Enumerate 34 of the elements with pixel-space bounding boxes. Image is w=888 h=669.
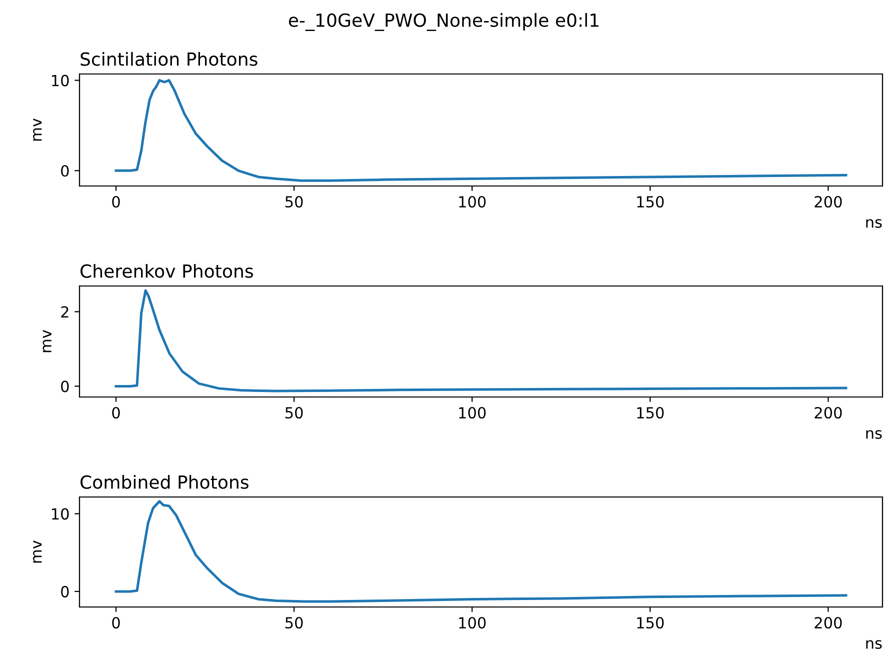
x-tick-label: 50 — [286, 406, 303, 419]
line-series — [114, 79, 848, 182]
x-tick-label: 0 — [112, 196, 120, 208]
x-tick-label: 100 — [459, 406, 486, 419]
y-tick-label: 0 — [61, 380, 69, 392]
chart-title: Scintilation Photons — [80, 52, 258, 66]
x-tick-label: 0 — [112, 406, 120, 419]
x-tick-label: 0 — [112, 616, 120, 629]
y-axis-title: mv — [33, 118, 42, 141]
x-tick-label: 200 — [814, 616, 842, 629]
x-tick-label: 100 — [459, 196, 486, 208]
x-axis-title: ns — [866, 430, 882, 439]
y-tick-label: 0 — [61, 586, 69, 598]
y-axis-title: mv — [33, 540, 42, 563]
y-tick-label: 10 — [52, 508, 69, 520]
line-series — [114, 500, 848, 603]
x-tick-label: 50 — [286, 196, 303, 208]
x-tick-label: 150 — [637, 196, 664, 208]
x-tick-label: 150 — [637, 406, 664, 419]
y-tick-label: 2 — [61, 306, 68, 318]
text: e-_10GeV_PWO_None-simple e0:l1 — [288, 13, 598, 31]
chart-title: Combined Photons — [80, 474, 248, 489]
x-tick-label: 200 — [814, 196, 842, 208]
x-tick-label: 200 — [814, 406, 842, 419]
x-tick-label: 100 — [459, 616, 486, 629]
chart-title: Cherenkov Photons — [80, 264, 253, 278]
line-series — [114, 289, 848, 392]
y-tick-label: 10 — [52, 74, 69, 86]
x-tick-label: 150 — [637, 616, 664, 629]
y-tick-label: 0 — [61, 165, 69, 177]
x-axis-title: ns — [866, 219, 882, 228]
x-axis-title: ns — [866, 640, 882, 649]
y-axis-title: mv — [42, 330, 52, 352]
x-tick-label: 50 — [286, 616, 303, 629]
